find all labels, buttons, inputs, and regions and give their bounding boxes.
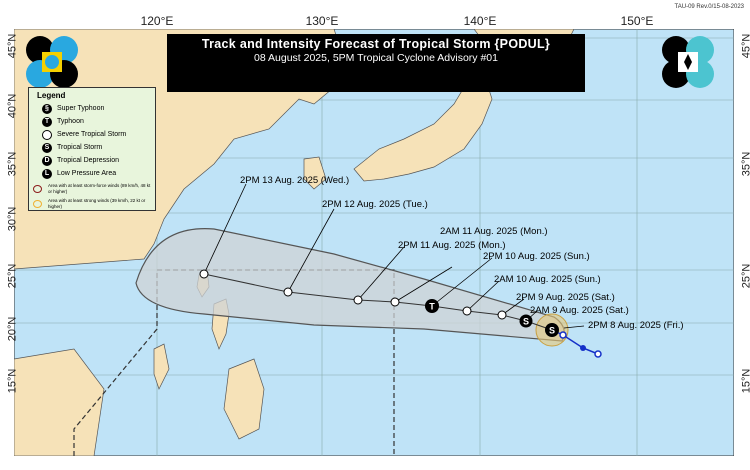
lat-label: 40°N bbox=[6, 93, 19, 119]
forecast-label: 2PM 12 Aug. 2025 (Tue.) bbox=[322, 199, 428, 210]
legend-item: D Tropical Depression bbox=[42, 154, 155, 167]
lon-label: 120°E bbox=[140, 14, 174, 28]
lat-label-right: 45°N bbox=[740, 33, 750, 59]
forecast-label: 2PM 8 Aug. 2025 (Fri.) bbox=[588, 320, 684, 331]
severe-tropical-storm-icon bbox=[353, 295, 363, 305]
past-position bbox=[580, 345, 586, 351]
forecast-label: 2PM 9 Aug. 2025 (Sat.) bbox=[516, 292, 615, 303]
tropical-depression-icon: D bbox=[42, 155, 52, 166]
leader-lines bbox=[203, 183, 585, 329]
severe-tropical-storm-icon bbox=[497, 310, 507, 320]
forecast-label: 2AM 10 Aug. 2025 (Sun.) bbox=[494, 274, 601, 285]
lat-label: 45°N bbox=[6, 33, 19, 59]
typhoon-icon: T bbox=[42, 116, 52, 127]
forecast-label: 2PM 10 Aug. 2025 (Sun.) bbox=[483, 251, 590, 262]
legend-item: § Super Typhoon bbox=[42, 102, 155, 115]
forecast-markers: T S S bbox=[199, 269, 559, 337]
forecast-label: 2PM 11 Aug. 2025 (Mon.) bbox=[398, 240, 506, 251]
legend-area-item: Area with at least storm-force winds (89… bbox=[33, 183, 155, 195]
lon-label: 140°E bbox=[463, 14, 497, 28]
lat-label: 35°N bbox=[6, 151, 19, 177]
svg-text:S: S bbox=[549, 326, 555, 336]
tropical-storm-icon: S bbox=[42, 142, 52, 153]
strong-wind-ring-icon bbox=[33, 200, 42, 208]
pagasa-logo bbox=[26, 36, 78, 88]
svg-text:S: S bbox=[523, 317, 529, 327]
lat-label: 30°N bbox=[6, 206, 19, 232]
legend-heading: Legend bbox=[37, 91, 66, 100]
forecast-label: 2AM 11 Aug. 2025 (Mon.) bbox=[440, 226, 548, 237]
past-position bbox=[594, 350, 602, 358]
tropical-storm-icon bbox=[519, 314, 533, 328]
lat-label-right: 25°N bbox=[740, 263, 750, 289]
legend-item: T Typhoon bbox=[42, 115, 155, 128]
lat-label: 25°N bbox=[6, 263, 19, 289]
severe-tropical-storm-icon bbox=[199, 269, 209, 279]
severe-tropical-storm-icon bbox=[390, 297, 400, 307]
tropical-storm-icon bbox=[545, 323, 559, 337]
forecast-label: 2PM 13 Aug. 2025 (Wed.) bbox=[240, 175, 350, 186]
legend-item: L Low Pressure Area bbox=[42, 167, 155, 180]
storm-force-ring-icon bbox=[33, 185, 42, 193]
title-box: Track and Intensity Forecast of Tropical… bbox=[167, 34, 585, 92]
severe-tropical-storm-icon bbox=[42, 129, 52, 140]
low-pressure-area-icon: L bbox=[42, 168, 52, 179]
legend-item: Severe Tropical Storm bbox=[42, 128, 155, 141]
forecast-label: 2AM 9 Aug. 2025 (Sat.) bbox=[530, 305, 629, 316]
past-position bbox=[559, 331, 567, 339]
legend-area-item: Area with at least strong winds (39 km/h… bbox=[33, 198, 155, 210]
severe-tropical-storm-icon bbox=[283, 287, 293, 297]
revision-code: TAU-09 Rev.0/15-08-2023 bbox=[674, 4, 744, 10]
severe-tropical-storm-icon bbox=[462, 306, 472, 316]
legend: Legend § Super Typhoon T Typhoon Severe Tr… bbox=[28, 87, 156, 211]
lat-label-right: 35°N bbox=[740, 151, 750, 177]
svg-text:T: T bbox=[429, 302, 435, 312]
super-typhoon-icon: § bbox=[42, 103, 52, 114]
lat-label: 15°N bbox=[6, 368, 19, 394]
dost-logo bbox=[662, 36, 714, 88]
typhoon-icon bbox=[425, 299, 439, 313]
legend-item: S Tropical Storm bbox=[42, 141, 155, 154]
map-subtitle: 08 August 2025, 5PM Tropical Cyclone Adv… bbox=[254, 52, 498, 64]
lon-label: 130°E bbox=[305, 14, 339, 28]
lat-label: 20°N bbox=[6, 316, 19, 342]
lat-label-right: 15°N bbox=[740, 368, 750, 394]
map-title: Track and Intensity Forecast of Tropical… bbox=[201, 37, 551, 51]
lon-label: 150°E bbox=[620, 14, 654, 28]
